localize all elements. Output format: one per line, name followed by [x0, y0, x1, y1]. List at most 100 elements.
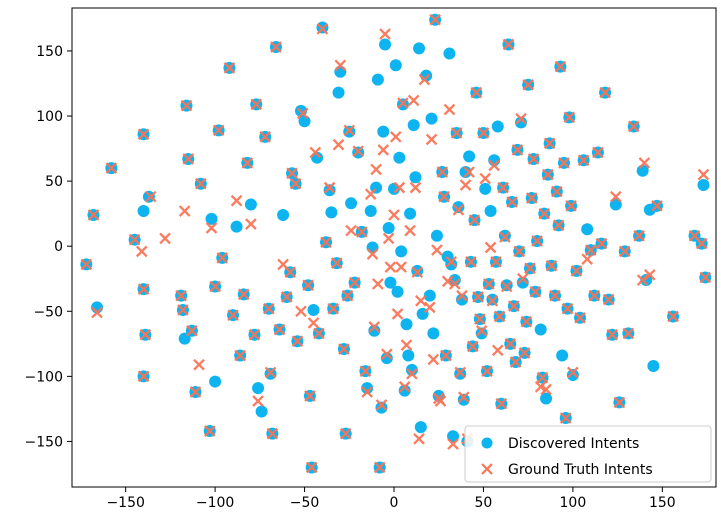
ground-truth-intent-point [343, 124, 356, 137]
ground-truth-intent-point [506, 196, 518, 208]
ground-truth-intent-point [307, 317, 320, 329]
ground-truth-intent-point [352, 145, 365, 157]
ground-truth-intent-point [177, 304, 189, 316]
discovered-intent-point [566, 369, 579, 382]
discovered-intent-point [459, 166, 472, 179]
ground-truth-intent-point [393, 181, 406, 194]
ground-truth-intent-point [570, 265, 583, 277]
discovered-intent-point [345, 197, 358, 210]
discovered-intent-point [405, 363, 418, 376]
ground-truth-intent-point [375, 399, 388, 411]
ground-truth-intent-point [175, 289, 187, 302]
ground-truth-intent-point [339, 427, 352, 440]
ground-truth-intent-point [695, 237, 708, 250]
discovered-intent-point [463, 150, 476, 163]
ground-truth-intent-point [434, 395, 447, 407]
ground-truth-intent-point [520, 315, 533, 328]
ground-truth-intent-point [368, 321, 381, 333]
ground-truth-intent-point [563, 111, 576, 124]
discovered-intent-point [368, 324, 381, 337]
ground-truth-intent-point [599, 86, 611, 99]
ground-truth-intent-point [536, 371, 549, 384]
ground-truth-intent-point [488, 159, 500, 172]
discovered-intent-point [402, 349, 415, 362]
ground-truth-intent-point [203, 425, 216, 437]
ground-truth-intent-point [468, 214, 481, 226]
ground-truth-intent-point [406, 367, 418, 380]
ground-truth-intent-point [330, 257, 343, 269]
ground-truth-intent-point [443, 103, 456, 116]
ground-truth-intent-point [554, 60, 567, 73]
ground-truth-intent-point [497, 181, 509, 194]
ground-truth-intent-point [627, 120, 640, 133]
ground-truth-intent-point [186, 324, 198, 337]
ground-truth-intent-point [558, 157, 570, 169]
discovered-intent-point [142, 190, 155, 203]
ground-truth-intent-point [409, 181, 422, 194]
ground-truth-intent-point [137, 283, 150, 295]
ground-truth-intent-point [436, 166, 449, 178]
discovered-intent-point [393, 151, 406, 164]
ground-truth-intent-point [384, 261, 397, 273]
discovered-intent-point [447, 430, 460, 443]
ground-truth-intent-point [144, 190, 157, 203]
ground-truth-intent-point [479, 172, 492, 185]
ground-truth-intent-point [481, 365, 493, 377]
ground-truth-intent-point [445, 256, 458, 268]
ground-truth-intent-point [348, 276, 361, 289]
ground-truth-intent-point [538, 207, 551, 220]
ground-truth-intent-point [234, 349, 246, 362]
y-tick-label: 0 [54, 239, 63, 255]
x-tick-label: −100 [196, 495, 234, 511]
ground-truth-intent-point [697, 168, 710, 181]
ground-truth-intent-point [567, 366, 579, 379]
ground-truth-intent-point [379, 28, 391, 40]
discovered-intent-point [609, 198, 622, 211]
ground-truth-intent-point [373, 461, 386, 474]
ground-truth-intent-point [491, 344, 504, 357]
legend-label-ground-truth: Ground Truth Intents [508, 462, 653, 478]
discovered-intent-point [515, 116, 528, 129]
discovered-intent-point [491, 120, 504, 133]
ground-truth-intent-point [577, 154, 590, 167]
discovered-intent-point [409, 171, 422, 184]
discovered-intent-point [430, 229, 443, 242]
ground-truth-intent-point [449, 278, 461, 290]
ground-truth-intent-point [273, 323, 286, 336]
ground-truth-intent-point [472, 291, 484, 303]
ground-truth-intent-point [262, 302, 275, 315]
x-axis: −150 −100 −50 0 50 100 150 [106, 487, 676, 511]
discovered-intent-point [391, 285, 404, 298]
discovered-intent-point [640, 274, 653, 287]
ground-truth-intent-point [447, 438, 459, 450]
discovered-intent-point [475, 327, 488, 340]
ground-truth-intent-point [289, 177, 302, 190]
discovered-intent-point [375, 401, 388, 414]
ground-truth-intent-point [250, 98, 263, 111]
y-tick-label: −100 [25, 369, 63, 385]
ground-truth-intent-point [486, 295, 499, 307]
ground-truth-intent-point [452, 203, 465, 216]
y-tick-label: −50 [33, 304, 63, 320]
ground-truth-intent-point [459, 179, 472, 191]
ground-truth-intent-point [286, 167, 298, 180]
ground-truth-intent-point [490, 256, 502, 268]
ground-truth-intent-point [513, 245, 526, 258]
ground-truth-intent-point [584, 244, 597, 256]
ground-truth-intent-point [338, 343, 350, 355]
ground-truth-intent-point [606, 328, 619, 341]
ground-truth-intent-point [266, 427, 279, 440]
discovered-intent-point [427, 327, 440, 340]
ground-truth-intent-point [377, 144, 390, 156]
ground-truth-intent-point [613, 396, 626, 409]
x-tick-label: 0 [390, 495, 399, 511]
ground-truth-intent-point [456, 289, 468, 302]
ground-truth-intent-point [500, 280, 513, 293]
x-tick-label: 50 [475, 495, 493, 511]
discovered-intent-point [452, 201, 465, 214]
discovered-intent-point [389, 59, 402, 72]
ground-truth-intent-point [212, 124, 225, 137]
discovered-intent-point [697, 179, 710, 192]
ground-truth-intent-point [139, 328, 152, 341]
